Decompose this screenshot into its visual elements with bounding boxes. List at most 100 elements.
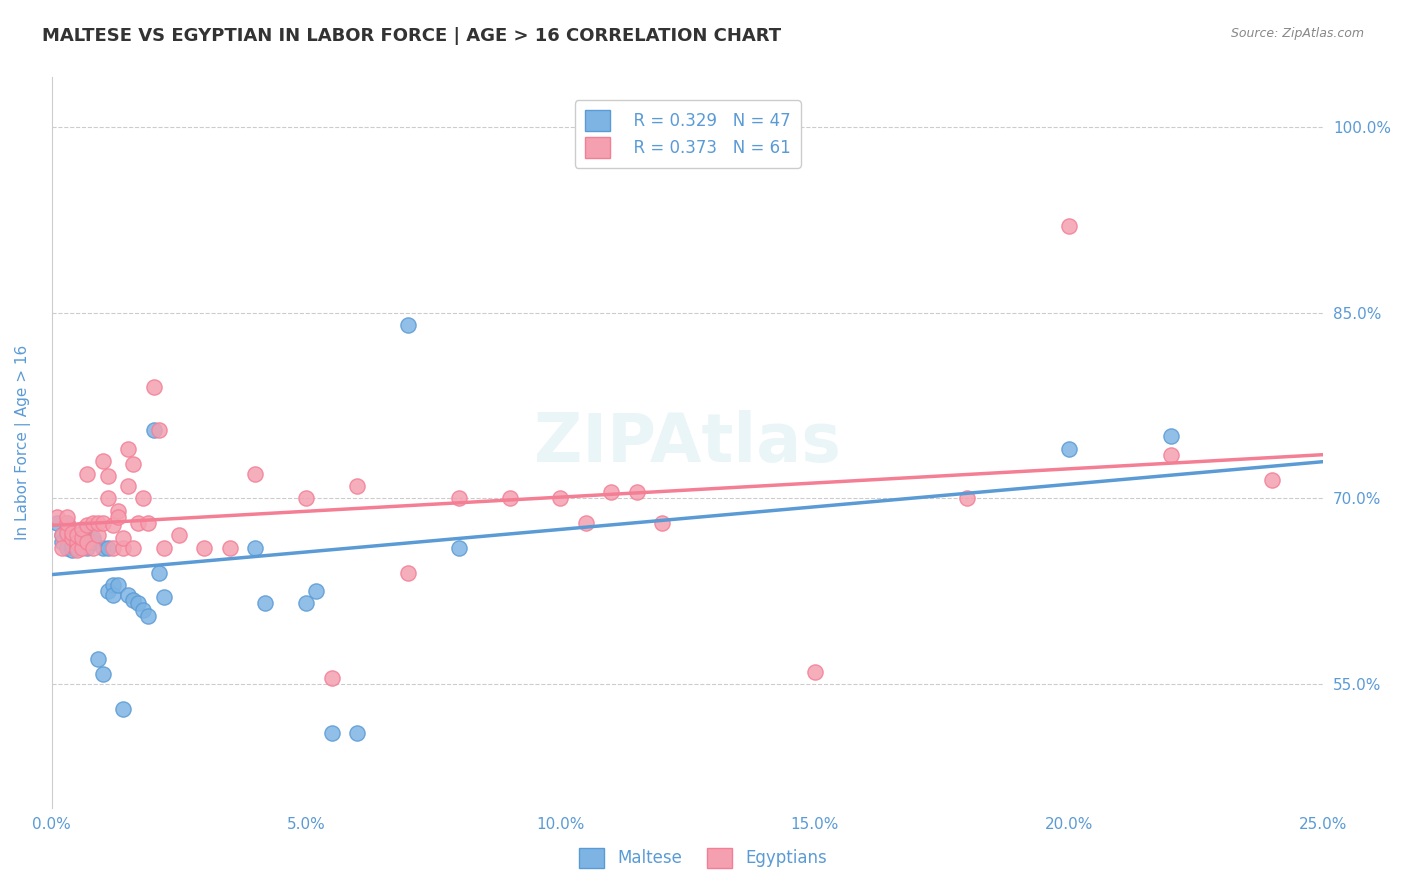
Point [575,516,598,530]
Point [107,503,129,517]
Point [245,467,267,481]
Point [86,516,108,530]
Point [138,516,160,530]
Point [127,516,149,530]
Point [117,479,139,493]
Y-axis label: In Labor Force | Age > 16: In Labor Force | Age > 16 [15,345,31,541]
Point [651,516,673,530]
Point [72,531,94,545]
Point [550,491,572,506]
Point [66,534,89,549]
Point [132,602,155,616]
Point [148,566,170,580]
Point [142,380,165,394]
Point [132,491,155,506]
Point [148,423,170,437]
Point [803,665,825,679]
Point [76,522,98,536]
Point [127,597,149,611]
Point [56,509,79,524]
Point [51,528,73,542]
Point [66,543,89,558]
Point [152,541,174,555]
Point [76,534,98,549]
Point [254,597,277,611]
Point [51,534,73,549]
Point [97,584,120,599]
Point [321,726,343,740]
Point [91,454,114,468]
Point [97,469,120,483]
Point [45,509,67,524]
Point [112,541,135,555]
Point [1261,473,1284,487]
Point [101,578,124,592]
Text: MALTESE VS EGYPTIAN IN LABOR FORCE | AGE > 16 CORRELATION CHART: MALTESE VS EGYPTIAN IN LABOR FORCE | AGE… [42,27,782,45]
Point [72,541,94,555]
Point [72,522,94,536]
Point [97,491,120,506]
Point [56,522,79,536]
Point [112,701,135,715]
Point [72,528,94,542]
Point [122,541,145,555]
Point [91,667,114,681]
Point [101,588,124,602]
Point [60,531,83,545]
Point [56,525,79,540]
Point [66,528,89,542]
Point [56,516,79,530]
Point [447,541,470,555]
Point [66,534,89,549]
Point [82,534,104,549]
Point [138,608,160,623]
Point [86,652,108,666]
Point [82,531,104,545]
Point [66,541,89,555]
Point [956,491,979,506]
Point [117,588,139,602]
Point [346,479,368,493]
Point [76,518,98,533]
Point [321,671,343,685]
Point [82,541,104,555]
Point [60,528,83,542]
Point [107,509,129,524]
Point [122,457,145,471]
Point [107,578,129,592]
Point [91,516,114,530]
Point [82,516,104,530]
Point [142,423,165,437]
Point [245,541,267,555]
Point [396,566,419,580]
Point [56,541,79,555]
Point [76,541,98,555]
Point [152,591,174,605]
Legend:   R = 0.329   N = 47,   R = 0.373   N = 61: R = 0.329 N = 47, R = 0.373 N = 61 [575,101,800,168]
Point [72,525,94,540]
Point [295,597,318,611]
Point [51,528,73,542]
Text: Source: ZipAtlas.com: Source: ZipAtlas.com [1230,27,1364,40]
Point [447,491,470,506]
Point [66,531,89,545]
Text: ZIPAtlas: ZIPAtlas [534,409,841,475]
Point [218,541,240,555]
Point [600,485,623,500]
Point [56,516,79,530]
Point [346,726,368,740]
Point [97,541,120,555]
Point [122,592,145,607]
Point [498,491,520,506]
Point [305,584,328,599]
Point [396,318,419,332]
Point [86,528,108,542]
Point [45,516,67,530]
Point [1057,219,1080,233]
Point [193,541,215,555]
Point [295,491,318,506]
Point [626,485,648,500]
Point [51,541,73,555]
Point [91,541,114,555]
Point [76,467,98,481]
